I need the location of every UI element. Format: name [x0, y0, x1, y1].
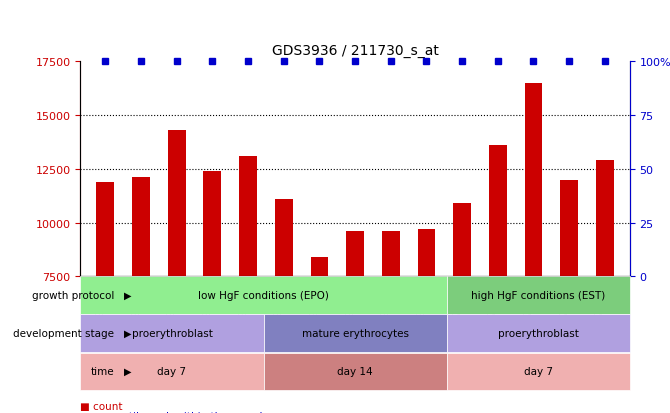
- Text: proerythroblast: proerythroblast: [498, 328, 579, 338]
- Bar: [168, 131, 186, 277]
- Text: proerythroblast: proerythroblast: [131, 328, 212, 338]
- Text: low HgF conditions (EPO): low HgF conditions (EPO): [198, 290, 329, 300]
- Bar: [239, 157, 257, 277]
- Text: ▶: ▶: [124, 366, 131, 376]
- Bar: [382, 232, 400, 277]
- Text: day 7: day 7: [157, 366, 186, 376]
- Text: ■ percentile rank within the sample: ■ percentile rank within the sample: [80, 411, 269, 413]
- Text: high HgF conditions (EST): high HgF conditions (EST): [471, 290, 606, 300]
- Bar: [204, 171, 221, 277]
- Text: ▶: ▶: [124, 290, 131, 300]
- Bar: [417, 230, 436, 277]
- Bar: [596, 161, 614, 277]
- Bar: [560, 180, 578, 277]
- Text: growth protocol: growth protocol: [31, 290, 114, 300]
- Text: day 7: day 7: [524, 366, 553, 376]
- Bar: [346, 232, 364, 277]
- Text: time: time: [90, 366, 114, 376]
- Bar: [310, 257, 328, 277]
- Bar: [275, 199, 293, 277]
- Bar: [132, 178, 150, 277]
- Bar: [453, 204, 471, 277]
- Text: development stage: development stage: [13, 328, 114, 338]
- Bar: [96, 182, 115, 277]
- Bar: [525, 83, 543, 277]
- Text: ■ count: ■ count: [80, 401, 123, 411]
- Text: day 14: day 14: [337, 366, 373, 376]
- Text: ▶: ▶: [124, 328, 131, 338]
- Title: GDS3936 / 211730_s_at: GDS3936 / 211730_s_at: [271, 44, 439, 58]
- Text: mature erythrocytes: mature erythrocytes: [302, 328, 409, 338]
- Bar: [489, 146, 507, 277]
